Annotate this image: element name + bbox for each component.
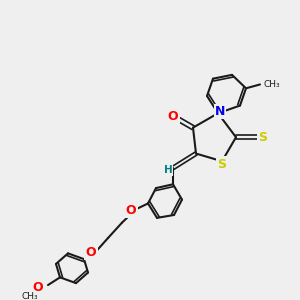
Text: O: O bbox=[33, 281, 43, 294]
Text: CH₃: CH₃ bbox=[22, 292, 38, 300]
Text: O: O bbox=[168, 110, 178, 123]
Text: S: S bbox=[218, 158, 226, 171]
Text: H: H bbox=[164, 165, 172, 175]
Text: S: S bbox=[259, 131, 268, 144]
Text: O: O bbox=[126, 204, 136, 217]
Text: CH₃: CH₃ bbox=[263, 80, 280, 89]
Text: O: O bbox=[86, 246, 96, 259]
Text: N: N bbox=[215, 105, 225, 118]
